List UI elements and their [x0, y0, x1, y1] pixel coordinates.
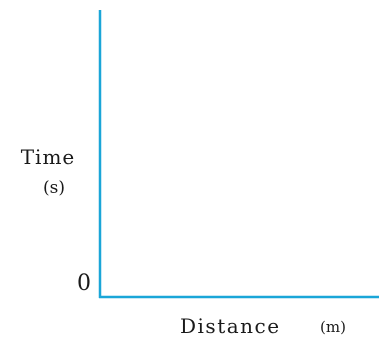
- y-axis-unit: (s): [43, 178, 65, 198]
- x-axis-label: Distance: [180, 314, 281, 337]
- y-axis-label: Time: [21, 145, 76, 169]
- x-axis-unit: (m): [320, 318, 346, 336]
- origin-tick-label: 0: [77, 271, 91, 296]
